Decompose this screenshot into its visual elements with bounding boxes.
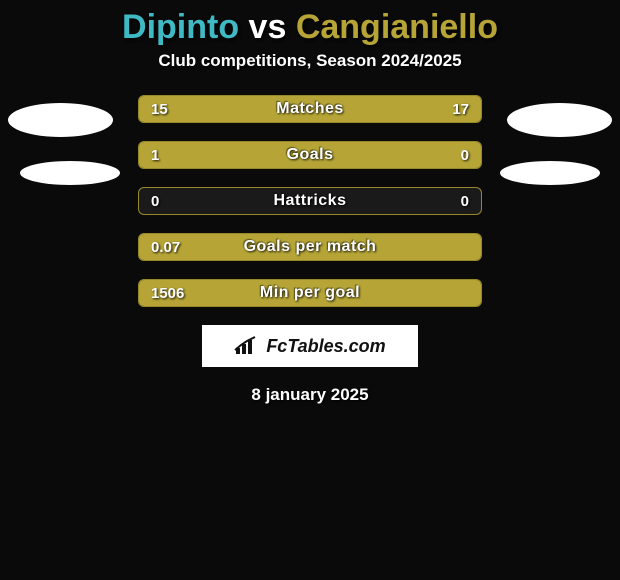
player2-name: Cangianiello bbox=[296, 8, 498, 46]
player1-avatar-ellipse-top bbox=[8, 103, 113, 137]
comparison-widget: Dipinto vs Cangianiello Club competition… bbox=[0, 0, 620, 405]
stat-value-left: 0.07 bbox=[151, 234, 180, 260]
stat-value-left: 0 bbox=[151, 188, 159, 214]
logo-text: FcTables.com bbox=[266, 336, 385, 357]
stat-row: Goals per match0.07 bbox=[138, 233, 482, 261]
stat-value-left: 1506 bbox=[151, 280, 184, 306]
stat-label: Hattricks bbox=[139, 188, 481, 214]
stat-label: Goals per match bbox=[139, 234, 481, 260]
chart-icon bbox=[234, 336, 260, 356]
stat-value-left: 15 bbox=[151, 96, 168, 122]
subtitle: Club competitions, Season 2024/2025 bbox=[0, 51, 620, 95]
compare-zone: Matches1517Goals10Hattricks00Goals per m… bbox=[0, 95, 620, 307]
stat-bars: Matches1517Goals10Hattricks00Goals per m… bbox=[138, 95, 482, 307]
stat-label: Matches bbox=[139, 96, 481, 122]
fctables-logo[interactable]: FcTables.com bbox=[202, 325, 418, 367]
stat-value-right: 17 bbox=[452, 96, 469, 122]
stat-row: Hattricks0 0 bbox=[138, 187, 482, 215]
page-title: Dipinto vs Cangianiello bbox=[0, 0, 620, 51]
footer-date: 8 january 2025 bbox=[0, 385, 620, 405]
stat-value-right: 0 bbox=[461, 142, 469, 168]
player2-avatar-ellipse-bottom bbox=[500, 161, 600, 185]
player2-avatar-ellipse-top bbox=[507, 103, 612, 137]
player1-name: Dipinto bbox=[122, 8, 239, 46]
stat-label: Goals bbox=[139, 142, 481, 168]
stat-value-right: 0 bbox=[461, 188, 469, 214]
vs-text: vs bbox=[239, 8, 296, 46]
stat-row: Goals1 0 bbox=[138, 141, 482, 169]
stat-label: Min per goal bbox=[139, 280, 481, 306]
stat-value-left: 1 bbox=[151, 142, 159, 168]
player1-avatar-ellipse-bottom bbox=[20, 161, 120, 185]
stat-row: Min per goal1506 bbox=[138, 279, 482, 307]
stat-row: Matches15 17 bbox=[138, 95, 482, 123]
